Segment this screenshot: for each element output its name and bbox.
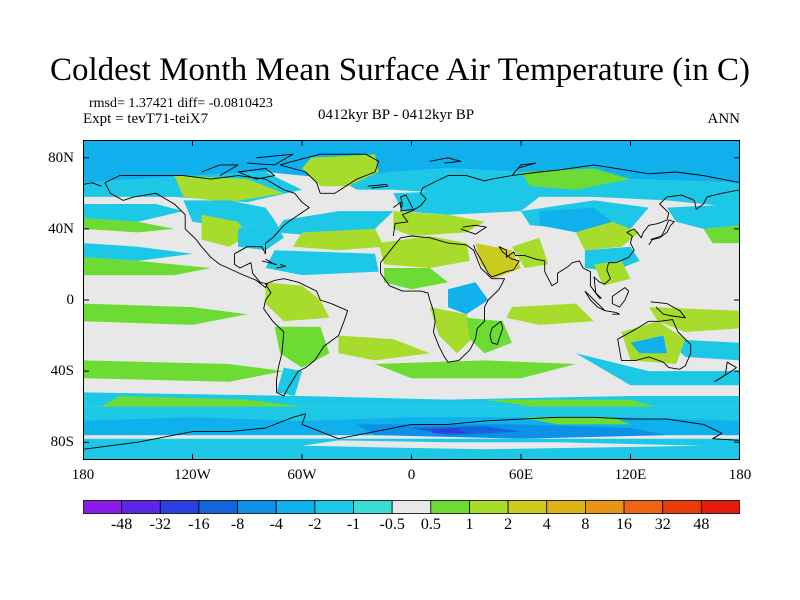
latitude-tick-label: 40S: [50, 363, 74, 380]
colorbar-swatch: [507, 500, 548, 514]
colorbar-level-label: 2: [504, 516, 513, 533]
longitude-tick-label: 0: [407, 467, 416, 483]
experiment-label: Expt = tevT71-teiX7: [83, 111, 209, 127]
colorbar-swatch: [700, 500, 740, 514]
stats-text: rmsd= 1.37421 diff= -0.0810423: [89, 96, 273, 111]
colorbar-swatch: [430, 500, 470, 514]
colorbar-level-label: 8: [581, 516, 590, 533]
coastlines: [83, 153, 740, 450]
colorbar-level-label: -4: [269, 516, 283, 533]
longitude-tick-label: 60E: [508, 467, 534, 483]
period-label: 0412kyr BP - 0412kyr BP: [318, 107, 475, 123]
colorbar-swatch: [314, 500, 354, 514]
colorbar-level-label: -2: [308, 516, 322, 533]
colorbar-level-label: 16: [616, 516, 633, 533]
latitude-tick-label: 80N: [48, 149, 74, 166]
colorbar-swatch: [353, 500, 393, 514]
latitude-tick-label: 40N: [48, 220, 74, 237]
colorbar-swatch: [159, 500, 200, 514]
colorbar-swatch: [83, 500, 123, 514]
colorbar: [83, 500, 740, 514]
colorbar-swatch: [391, 500, 432, 514]
axis-ticks: [83, 140, 740, 460]
colorbar-level-label: 0.5: [420, 516, 441, 533]
colorbar-level-label: -1: [346, 516, 361, 533]
colorbar-swatch: [662, 500, 702, 514]
colorbar-swatch: [121, 500, 161, 514]
longitude-tick-label: 180: [728, 467, 752, 483]
chart-title: Coldest Month Mean Surface Air Temperatu…: [50, 52, 750, 88]
colorbar-swatch: [623, 500, 664, 514]
colorbar-swatch: [585, 500, 625, 514]
season-label: ANN: [707, 111, 741, 127]
colorbar-level-label: 48: [693, 516, 710, 533]
longitude-tick-label: 120W: [174, 467, 211, 483]
colorbar-level-label: -0.5: [379, 516, 405, 533]
colorbar-level-label: -16: [188, 516, 210, 533]
colorbar-swatch: [237, 500, 277, 514]
colorbar-swatch: [469, 500, 509, 514]
latitude-tick-label: 80S: [50, 434, 74, 451]
colorbar-level-label: 4: [542, 516, 551, 533]
colorbar-level-label: -8: [230, 516, 245, 533]
temperature-map: [83, 140, 740, 460]
colorbar-level-label: 32: [654, 516, 671, 533]
colorbar-swatch: [198, 500, 238, 514]
longitude-tick-label: 120E: [614, 467, 647, 483]
colorbar-swatch: [275, 500, 316, 514]
colorbar-swatch: [546, 500, 586, 514]
longitude-tick-label: 180: [71, 467, 95, 483]
longitude-tick-label: 60W: [287, 467, 317, 483]
colorbar-level-label: -32: [149, 516, 171, 533]
temperature-anomaly-field: [83, 140, 740, 460]
colorbar-level-label: 1: [465, 516, 474, 533]
latitude-tick-label: 0: [66, 292, 75, 308]
colorbar-level-label: -48: [110, 516, 133, 533]
